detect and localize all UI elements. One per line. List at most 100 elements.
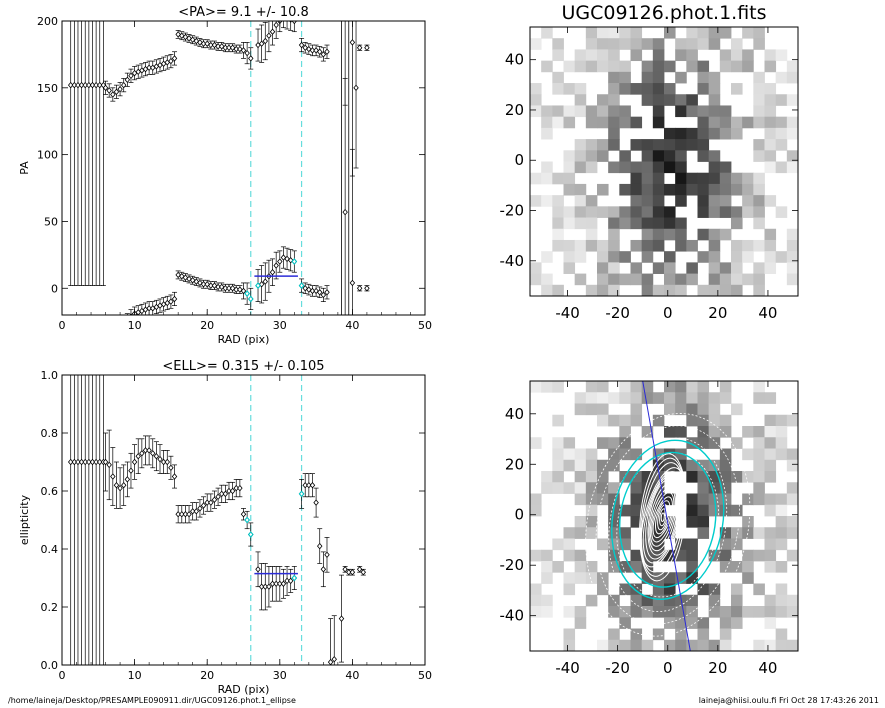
- image-pixel: [731, 83, 743, 95]
- image-pixel: [652, 239, 665, 252]
- image-pixel: [585, 38, 598, 50]
- data-point: [284, 577, 290, 585]
- image-pixel: [675, 381, 687, 393]
- image-pixel: [630, 516, 643, 528]
- image-pixel: [697, 105, 710, 118]
- data-point: [164, 458, 170, 466]
- image-pixel: [753, 116, 765, 129]
- data-point: [171, 473, 178, 480]
- image-pixel: [719, 172, 732, 185]
- image-pixel: [786, 273, 798, 286]
- image-pixel: [630, 83, 643, 95]
- image-pixel: [664, 572, 676, 584]
- image-pixel: [719, 493, 732, 506]
- image-pixel: [619, 561, 631, 573]
- image-pixel: [664, 150, 676, 162]
- y-tick-label: 0.4: [41, 543, 59, 556]
- image-pixel: [563, 217, 576, 230]
- image-pixel: [641, 217, 654, 230]
- isophote-ellipse: [647, 478, 679, 556]
- image-pixel: [697, 38, 710, 50]
- image-pixel: [764, 606, 777, 618]
- data-point: [324, 289, 330, 296]
- x-tick-label: 20: [200, 319, 214, 332]
- image-pixel: [597, 94, 609, 106]
- image-pixel: [697, 583, 710, 596]
- image-pixel: [731, 471, 743, 483]
- data-point: [75, 81, 81, 89]
- image-pixel: [619, 183, 631, 196]
- image-pixel: [697, 139, 710, 151]
- image-pixel: [597, 572, 609, 584]
- image-pixel: [563, 482, 576, 494]
- image-pixel: [630, 403, 643, 416]
- x-tick-label: -20: [605, 304, 630, 322]
- image-pixel: [652, 262, 665, 274]
- data-point: [356, 44, 363, 51]
- image-pixel: [708, 105, 721, 118]
- x-tick-label: 40: [345, 319, 359, 332]
- image-pixel: [764, 414, 777, 427]
- data-point: [204, 499, 210, 506]
- data-point: [189, 277, 196, 284]
- image-pixel: [686, 414, 698, 427]
- image-pixel: [731, 251, 743, 263]
- image-pixel: [664, 606, 676, 618]
- y-tick-label: 40: [505, 405, 524, 423]
- y-tick-label: -20: [500, 556, 525, 574]
- data-point: [240, 47, 247, 54]
- y-tick-label: 20: [505, 455, 524, 473]
- image-pixel: [530, 493, 542, 506]
- y-axis-label: ellipticity: [18, 494, 31, 545]
- data-point: [171, 55, 178, 62]
- y-tick-label: 0: [514, 506, 524, 524]
- data-point: [262, 583, 269, 590]
- image-area: [530, 381, 798, 651]
- image-pixel: [652, 150, 665, 162]
- image-pixel: [608, 594, 620, 607]
- image-pixel: [775, 606, 788, 618]
- image-frame: [529, 380, 799, 652]
- image-pixel: [719, 538, 732, 551]
- data-point: [317, 289, 323, 296]
- data-point: [273, 262, 279, 269]
- image-pixel: [619, 414, 631, 427]
- image-pixel: [697, 71, 710, 84]
- image-pixel: [719, 60, 732, 73]
- image-pixel: [541, 172, 553, 185]
- image-pixel: [630, 161, 643, 174]
- image-pixel: [530, 549, 542, 562]
- image-pixel: [697, 459, 710, 472]
- highlight-point: [247, 295, 254, 303]
- data-point: [222, 285, 229, 292]
- image-pixel: [697, 60, 710, 73]
- data-point: [331, 655, 337, 663]
- image-pixel: [708, 471, 721, 483]
- data-point: [208, 41, 214, 49]
- image-pixel: [630, 482, 643, 494]
- image-pixel: [641, 228, 654, 241]
- image-pixel: [786, 493, 798, 506]
- image-pixel: [753, 459, 765, 472]
- image-pixel: [630, 392, 643, 404]
- image-pixel: [775, 426, 788, 438]
- data-point: [269, 28, 276, 35]
- image-pixel: [585, 516, 598, 528]
- image-pixel: [597, 183, 609, 196]
- image-pixel: [652, 183, 665, 196]
- image-pixel: [664, 392, 676, 404]
- image-pixel: [775, 594, 788, 607]
- image-pixel: [619, 504, 631, 517]
- image-title: UGC09126.phot.1.fits: [561, 2, 766, 24]
- image-pixel: [541, 482, 553, 494]
- image-pixel: [731, 127, 743, 140]
- image-pixel: [708, 150, 721, 162]
- image-pixel: [775, 94, 788, 106]
- data-point: [182, 274, 189, 281]
- image-pixel: [619, 381, 631, 393]
- image-pixel: [753, 139, 765, 151]
- highlighted-ellipse: [611, 439, 725, 600]
- major-axis-line: [642, 381, 691, 651]
- data-point: [103, 326, 107, 331]
- image-pixel: [585, 161, 598, 174]
